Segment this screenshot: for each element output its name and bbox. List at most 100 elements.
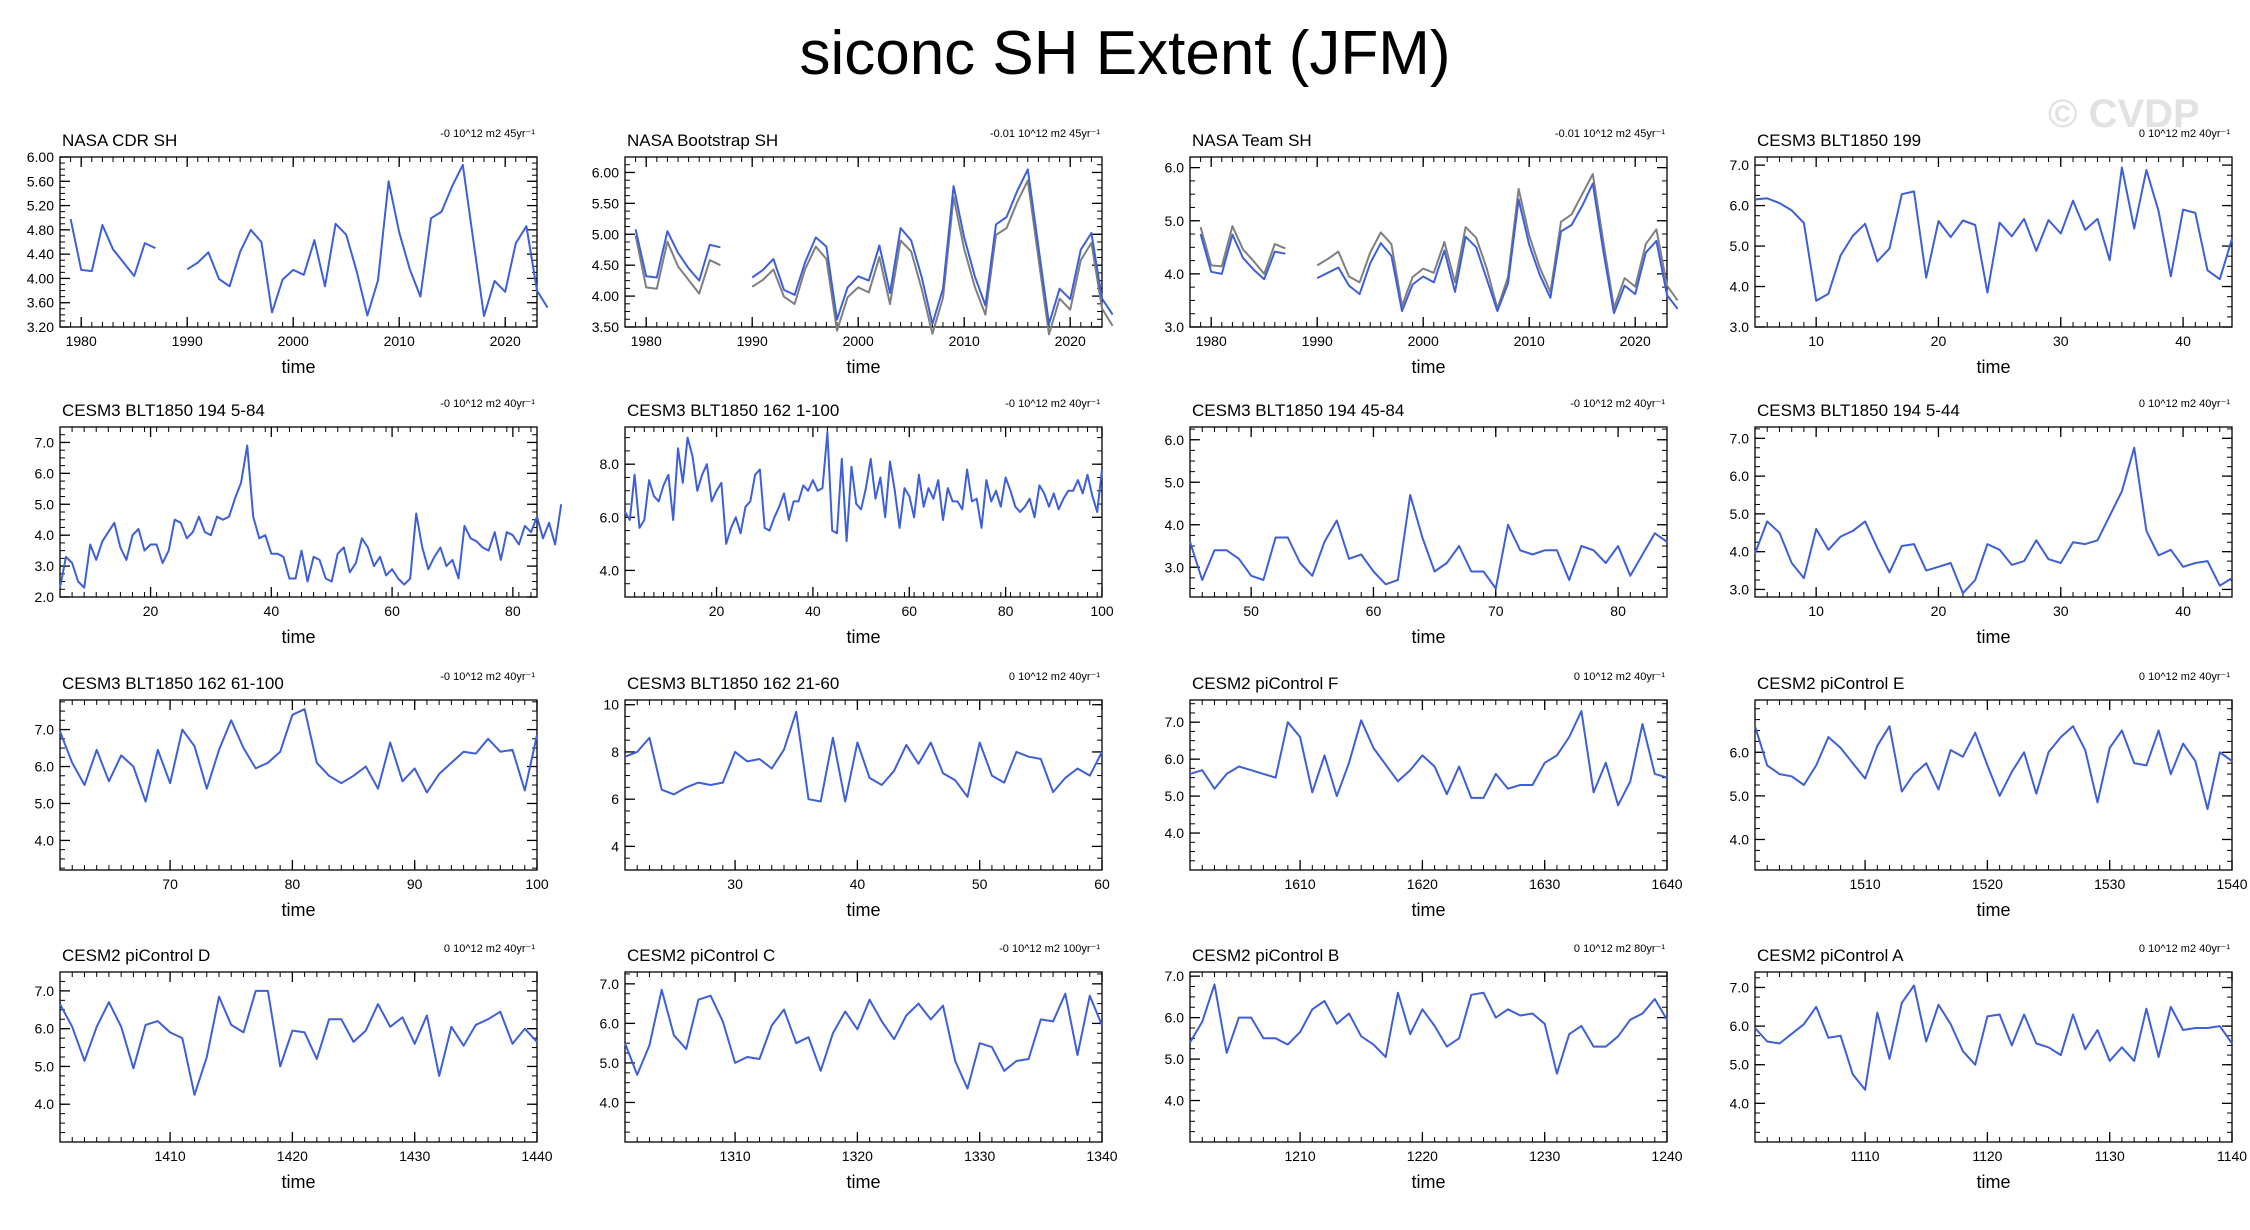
y-tick-label: 7.0 xyxy=(35,434,55,450)
y-tick-label: 4.0 xyxy=(1165,517,1185,533)
x-tick-label: 1130 xyxy=(2095,1148,2125,1164)
x-tick-label: 30 xyxy=(727,876,743,892)
x-axis-label: time xyxy=(1976,900,2010,920)
x-tick-label: 1430 xyxy=(399,1148,430,1164)
trend-label: 0 10^12 m2 40yr⁻¹ xyxy=(1009,671,1100,683)
x-tick-label: 90 xyxy=(407,876,423,892)
x-tick-label: 1980 xyxy=(66,333,97,349)
trend-label: -0.01 10^12 m2 45yr⁻¹ xyxy=(1555,128,1665,140)
trend-label: -0 10^12 m2 100yr⁻¹ xyxy=(999,943,1100,955)
chart-panel: 10 20 30 40 3.0 4.0 5.0 6.0 7.0 CESM3 BLT1850 199… xyxy=(1730,128,2233,377)
chart-title: CESM2 piControl F xyxy=(1192,674,1338,693)
y-tick-label: 5.0 xyxy=(1165,1051,1185,1067)
x-tick-label: 2000 xyxy=(278,333,309,349)
chart-title: CESM3 BLT1850 162 1-100 xyxy=(627,401,839,420)
y-tick-label: 3.0 xyxy=(1165,559,1185,575)
x-tick-label: 100 xyxy=(525,876,549,892)
chart-panel: 1410 1420 1430 1440 4.0 5.0 6.0 7.0 CESM2 piCont… xyxy=(35,943,553,1192)
plot-frame xyxy=(1189,699,1668,871)
x-tick-label: 10 xyxy=(1808,603,1824,619)
x-axis-label: time xyxy=(1976,357,2010,377)
y-tick-label: 10 xyxy=(603,697,619,713)
x-tick-label: 1440 xyxy=(521,1148,552,1164)
series-line xyxy=(624,988,1103,1090)
x-tick-label: 1980 xyxy=(631,333,662,349)
y-tick-label: 5.0 xyxy=(600,1055,620,1071)
series-line xyxy=(1754,725,2233,810)
x-tick-label: 60 xyxy=(1094,876,1110,892)
x-tick-label: 20 xyxy=(1931,333,1947,349)
plot-frame xyxy=(1189,426,1668,598)
y-tick-label: 4.0 xyxy=(1730,544,1750,560)
series-line xyxy=(1754,984,2233,1091)
y-tick-label: 6.0 xyxy=(35,759,55,775)
y-tick-label: 4 xyxy=(611,838,619,854)
chart-title: CESM2 piControl B xyxy=(1192,946,1339,965)
y-tick-label: 5.0 xyxy=(1165,788,1185,804)
chart-title: CESM3 BLT1850 194 45-84 xyxy=(1192,401,1404,420)
series-line xyxy=(186,163,549,318)
x-tick-label: 60 xyxy=(1366,603,1382,619)
x-tick-label: 1340 xyxy=(1086,1148,1117,1164)
y-tick-label: 4.0 xyxy=(35,832,55,848)
x-tick-label: 1510 xyxy=(1849,876,1880,892)
y-tick-label: 4.0 xyxy=(600,1094,620,1110)
y-tick-label: 8.0 xyxy=(600,456,620,472)
y-tick-label: 4.00 xyxy=(27,270,54,286)
x-tick-label: 1640 xyxy=(1651,876,1682,892)
x-tick-label: 30 xyxy=(2053,603,2069,619)
x-tick-label: 70 xyxy=(1488,603,1504,619)
trend-label: 0 10^12 m2 40yr⁻¹ xyxy=(1574,671,1665,683)
x-tick-label: 2010 xyxy=(949,333,980,349)
y-tick-label: 3.0 xyxy=(1730,319,1750,335)
y-tick-label: 6.0 xyxy=(1165,751,1185,767)
x-axis-label: time xyxy=(1976,627,2010,647)
y-tick-label: 6.0 xyxy=(1165,160,1185,176)
y-tick-label: 5.0 xyxy=(1165,213,1185,229)
chart-title: CESM3 BLT1850 162 21-60 xyxy=(627,674,839,693)
series-line xyxy=(1754,446,2233,595)
y-tick-label: 7.0 xyxy=(35,722,55,738)
trend-label: 0 10^12 m2 40yr⁻¹ xyxy=(2139,398,2230,410)
trend-label: -0 10^12 m2 40yr⁻¹ xyxy=(440,398,535,410)
x-tick-label: 1210 xyxy=(1284,1148,1315,1164)
y-tick-label: 6.0 xyxy=(1730,468,1750,484)
x-tick-label: 1990 xyxy=(172,333,203,349)
x-tick-label: 1990 xyxy=(1302,333,1333,349)
y-tick-label: 5.20 xyxy=(27,198,54,214)
plot-frame xyxy=(624,971,1103,1143)
chart-title: CESM3 BLT1850 162 61-100 xyxy=(62,674,284,693)
y-tick-label: 3.0 xyxy=(1165,319,1185,335)
plot-frame xyxy=(1189,971,1668,1143)
series-line xyxy=(59,989,538,1096)
x-tick-label: 2010 xyxy=(1514,333,1545,349)
series-line xyxy=(1316,182,1679,315)
series-line xyxy=(751,168,1114,325)
series-line xyxy=(59,444,563,589)
y-tick-label: 4.0 xyxy=(1730,279,1750,295)
y-tick-label: 6.00 xyxy=(27,149,54,165)
chart-panel: 1980 1990 2000 2010 2020 3.0 4.0 5.0 6.0 NASA Tea… xyxy=(1165,128,1679,377)
trend-label: 0 10^12 m2 40yr⁻¹ xyxy=(2139,943,2230,955)
x-tick-label: 1310 xyxy=(719,1148,750,1164)
x-tick-label: 30 xyxy=(2053,333,2069,349)
y-tick-label: 4.50 xyxy=(592,257,619,273)
y-tick-label: 5.0 xyxy=(1730,506,1750,522)
trend-label: -0 10^12 m2 40yr⁻¹ xyxy=(440,671,535,683)
plot-frame xyxy=(59,426,538,598)
chart-title: NASA Bootstrap SH xyxy=(627,131,778,150)
x-tick-label: 1140 xyxy=(2217,1148,2247,1164)
x-tick-label: 2020 xyxy=(490,333,521,349)
x-tick-label: 1240 xyxy=(1651,1148,1682,1164)
x-tick-label: 1530 xyxy=(2094,876,2125,892)
y-tick-label: 2.0 xyxy=(35,589,55,605)
plot-frame xyxy=(1754,156,2233,328)
x-axis-label: time xyxy=(1411,900,1445,920)
series-line xyxy=(634,229,721,282)
x-tick-label: 40 xyxy=(2175,333,2191,349)
y-tick-label: 6 xyxy=(611,791,619,807)
x-axis-label: time xyxy=(1976,1172,2010,1192)
series-line xyxy=(69,218,156,277)
page-title: siconc SH Extent (JFM) xyxy=(799,19,1451,88)
x-tick-label: 100 xyxy=(1090,603,1114,619)
